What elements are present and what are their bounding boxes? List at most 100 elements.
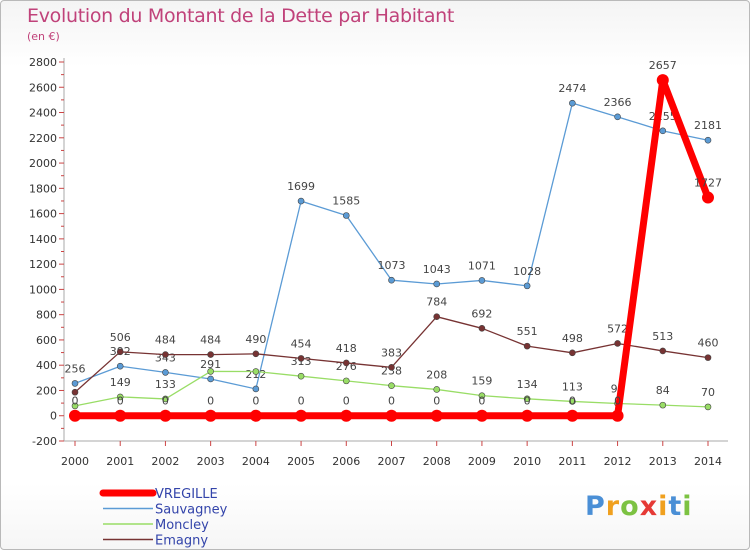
- data-label-vregille: 0: [614, 395, 621, 408]
- data-label-sauvagney: 1043: [423, 263, 451, 276]
- data-point-emagny: [523, 342, 531, 350]
- data-point-moncley: [116, 393, 124, 401]
- x-tick-label: 2009: [468, 455, 496, 468]
- data-point-sauvagney: [252, 385, 260, 393]
- data-point-moncley: [207, 368, 214, 375]
- data-label-moncley: 208: [426, 368, 447, 381]
- data-label-vregille: 0: [388, 395, 395, 408]
- legend-label: VREGILLE: [155, 487, 218, 502]
- data-point-vregille: [69, 409, 81, 422]
- data-label-vregille: 0: [298, 395, 305, 408]
- data-point-emagny: [207, 351, 214, 358]
- data-label-moncley: 238: [381, 365, 402, 378]
- data-label-vregille: 0: [343, 395, 350, 408]
- data-label-vregille: 0: [569, 395, 576, 408]
- data-point-moncley: [569, 398, 576, 405]
- data-point-sauvagney: [342, 212, 350, 219]
- data-label-moncley: 113: [562, 380, 583, 393]
- y-tick-label: 2800: [29, 56, 57, 69]
- data-label-vregille: 0: [162, 395, 169, 408]
- y-tick-label: 1200: [29, 258, 57, 271]
- data-label-vregille: 0: [117, 395, 124, 408]
- logo-letter: i: [682, 491, 693, 522]
- logo-letter: o: [620, 491, 640, 522]
- y-tick-label: 2200: [29, 132, 57, 145]
- data-point-vregille: [611, 409, 624, 422]
- data-point-moncley: [388, 382, 395, 389]
- data-label-sauvagney: 2181: [694, 119, 722, 132]
- data-label-sauvagney: 291: [200, 358, 221, 371]
- y-tick-label: 400: [36, 359, 57, 372]
- y-tick-label: 200: [36, 384, 57, 397]
- logo-letter: i: [658, 491, 669, 522]
- x-tick-label: 2014: [694, 455, 722, 468]
- data-point-vregille: [204, 409, 217, 422]
- data-point-vregille: [702, 191, 714, 204]
- data-label-vregille: 1727: [694, 177, 722, 190]
- data-label-moncley: 84: [656, 384, 670, 397]
- data-point-moncley: [342, 377, 350, 385]
- proxiti-logo: Proxiti: [585, 491, 693, 522]
- x-tick-label: 2000: [61, 455, 89, 468]
- data-point-vregille: [521, 409, 534, 422]
- legend-label: Emagny: [155, 534, 208, 549]
- y-tick-label: 800: [36, 309, 57, 322]
- x-tick-label: 2007: [378, 455, 406, 468]
- data-label-emagny: 513: [652, 330, 673, 343]
- logo-letter: P: [585, 491, 606, 522]
- data-label-emagny: 784: [426, 296, 447, 309]
- data-point-emagny: [252, 350, 260, 358]
- data-point-vregille: [475, 409, 488, 422]
- data-point-vregille: [159, 409, 172, 422]
- data-label-emagny: 692: [471, 307, 492, 320]
- data-point-vregille: [249, 409, 262, 422]
- data-point-emagny: [297, 355, 305, 362]
- data-label-vregille: 0: [478, 395, 485, 408]
- data-point-sauvagney: [116, 362, 124, 370]
- data-label-vregille: 0: [252, 395, 259, 408]
- data-label-sauvagney: 256: [65, 362, 86, 375]
- y-tick-label: 1600: [29, 208, 57, 221]
- data-label-emagny: 490: [245, 333, 266, 346]
- data-point-emagny: [71, 388, 79, 396]
- data-point-moncley: [162, 395, 169, 403]
- x-tick-label: 2006: [332, 455, 360, 468]
- x-tick-label: 2005: [287, 455, 315, 468]
- data-point-moncley: [297, 372, 305, 380]
- data-label-emagny: 484: [155, 334, 176, 347]
- series-vregille: 0 0 0 0 0 0 0 0 0 0 0 0 0 2657 1727: [69, 59, 722, 422]
- data-point-emagny: [162, 351, 169, 358]
- data-point-sauvagney: [659, 127, 667, 135]
- data-point-emagny: [388, 364, 395, 371]
- data-label-vregille: 0: [207, 395, 214, 408]
- data-label-emagny: 498: [562, 332, 583, 345]
- y-tick-label: 1000: [29, 283, 57, 296]
- y-tick-label: -200: [32, 435, 57, 448]
- data-point-moncley: [704, 403, 712, 411]
- data-point-sauvagney: [614, 113, 621, 121]
- data-label-emagny: 572: [607, 322, 628, 335]
- data-point-moncley: [659, 401, 667, 409]
- data-point-vregille: [430, 409, 443, 422]
- data-point-moncley: [523, 395, 531, 403]
- data-point-sauvagney: [433, 280, 441, 288]
- data-point-moncley: [252, 368, 260, 375]
- data-point-sauvagney: [569, 99, 576, 107]
- series-emagny: 506 484 484 490 454 418 383 784 692 551 498 572 513 4…: [71, 296, 719, 396]
- data-point-sauvagney: [523, 282, 531, 290]
- y-tick-label: 600: [36, 334, 57, 347]
- data-label-emagny: 383: [381, 346, 402, 359]
- data-point-moncley: [478, 392, 486, 399]
- data-point-emagny: [433, 313, 441, 320]
- data-label-sauvagney: 1699: [287, 180, 315, 193]
- data-label-sauvagney: 1071: [468, 259, 496, 272]
- y-tick-label: 0: [50, 410, 57, 423]
- y-tick-label: 1800: [29, 182, 57, 195]
- data-point-sauvagney: [297, 197, 305, 205]
- y-tick-label: 1400: [29, 233, 57, 246]
- data-label-sauvagney: 2474: [558, 82, 586, 95]
- data-point-emagny: [342, 359, 350, 367]
- data-point-sauvagney: [162, 369, 169, 376]
- y-tick-label: 2600: [29, 81, 57, 94]
